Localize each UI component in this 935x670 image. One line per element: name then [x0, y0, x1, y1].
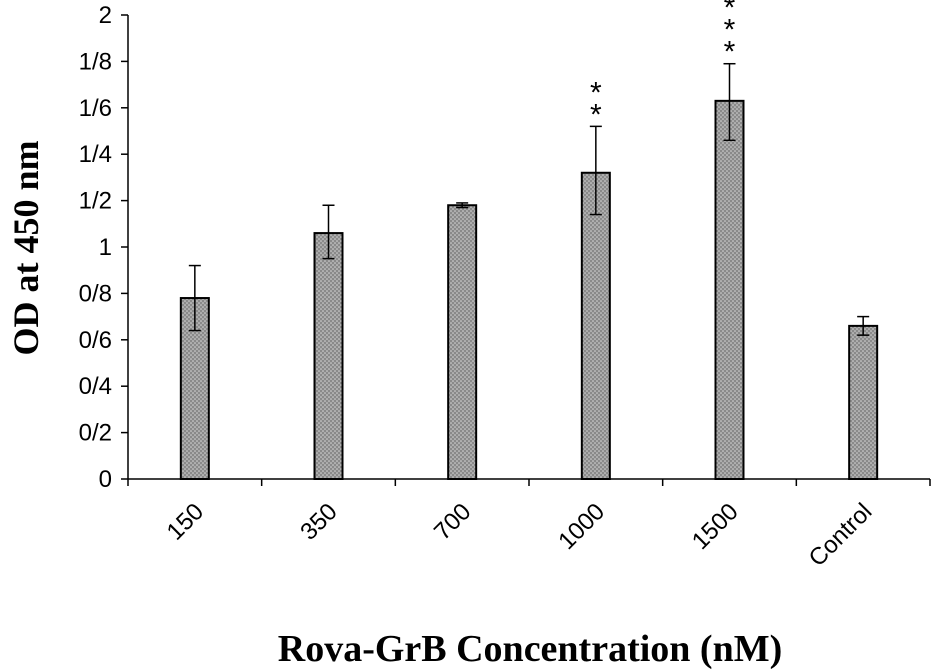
- y-tick-label: 0/4: [79, 373, 112, 400]
- y-tick-label: 1/8: [79, 48, 112, 75]
- y-tick-label: 2: [99, 2, 112, 29]
- error-bar: [188, 264, 201, 332]
- x-tick-label: 1000: [553, 498, 610, 555]
- significance-markers: * ** * *: [590, 0, 736, 131]
- significance-marker: * *: [590, 76, 602, 131]
- bars: [179, 99, 879, 481]
- x-axis-title: Rova-GrB Concentration (nM): [278, 628, 782, 670]
- y-tick-label: 0/2: [79, 420, 112, 447]
- bar-700: [447, 204, 478, 481]
- y-tick-label: 0: [99, 466, 112, 493]
- bar-control: [848, 324, 879, 480]
- x-tick-label: Control: [804, 498, 878, 572]
- y-tick-label: 0/8: [79, 280, 112, 307]
- x-tick-label: 350: [295, 498, 342, 545]
- x-axis-ticks: 150 350 700 1000 1500 Control: [127, 479, 931, 572]
- y-tick-label: 0/6: [79, 327, 112, 354]
- y-tick-label: 1: [99, 234, 112, 261]
- y-tick-label: 1/4: [79, 141, 112, 168]
- error-bars: [188, 62, 870, 336]
- y-tick-label: 1/6: [79, 95, 112, 122]
- bar-1500: [714, 99, 745, 480]
- x-tick-label: 700: [429, 498, 476, 545]
- y-axis-title: OD at 450 nm: [6, 140, 46, 355]
- bar-350: [313, 232, 344, 480]
- error-bar: [456, 202, 469, 209]
- y-tick-label: 1/2: [79, 188, 112, 215]
- bar-1000: [580, 171, 611, 480]
- significance-marker: * * *: [724, 0, 736, 69]
- x-tick-label: 1500: [687, 498, 744, 555]
- error-bar: [322, 204, 335, 260]
- error-bar: [723, 62, 736, 142]
- error-bar: [857, 315, 870, 336]
- error-bar: [589, 125, 602, 216]
- x-tick-label: 150: [162, 498, 209, 545]
- y-axis-ticks: 0 0/2 0/4 0/6 0/8 1 1/2 1/4 1/6 1/8 2: [79, 2, 128, 493]
